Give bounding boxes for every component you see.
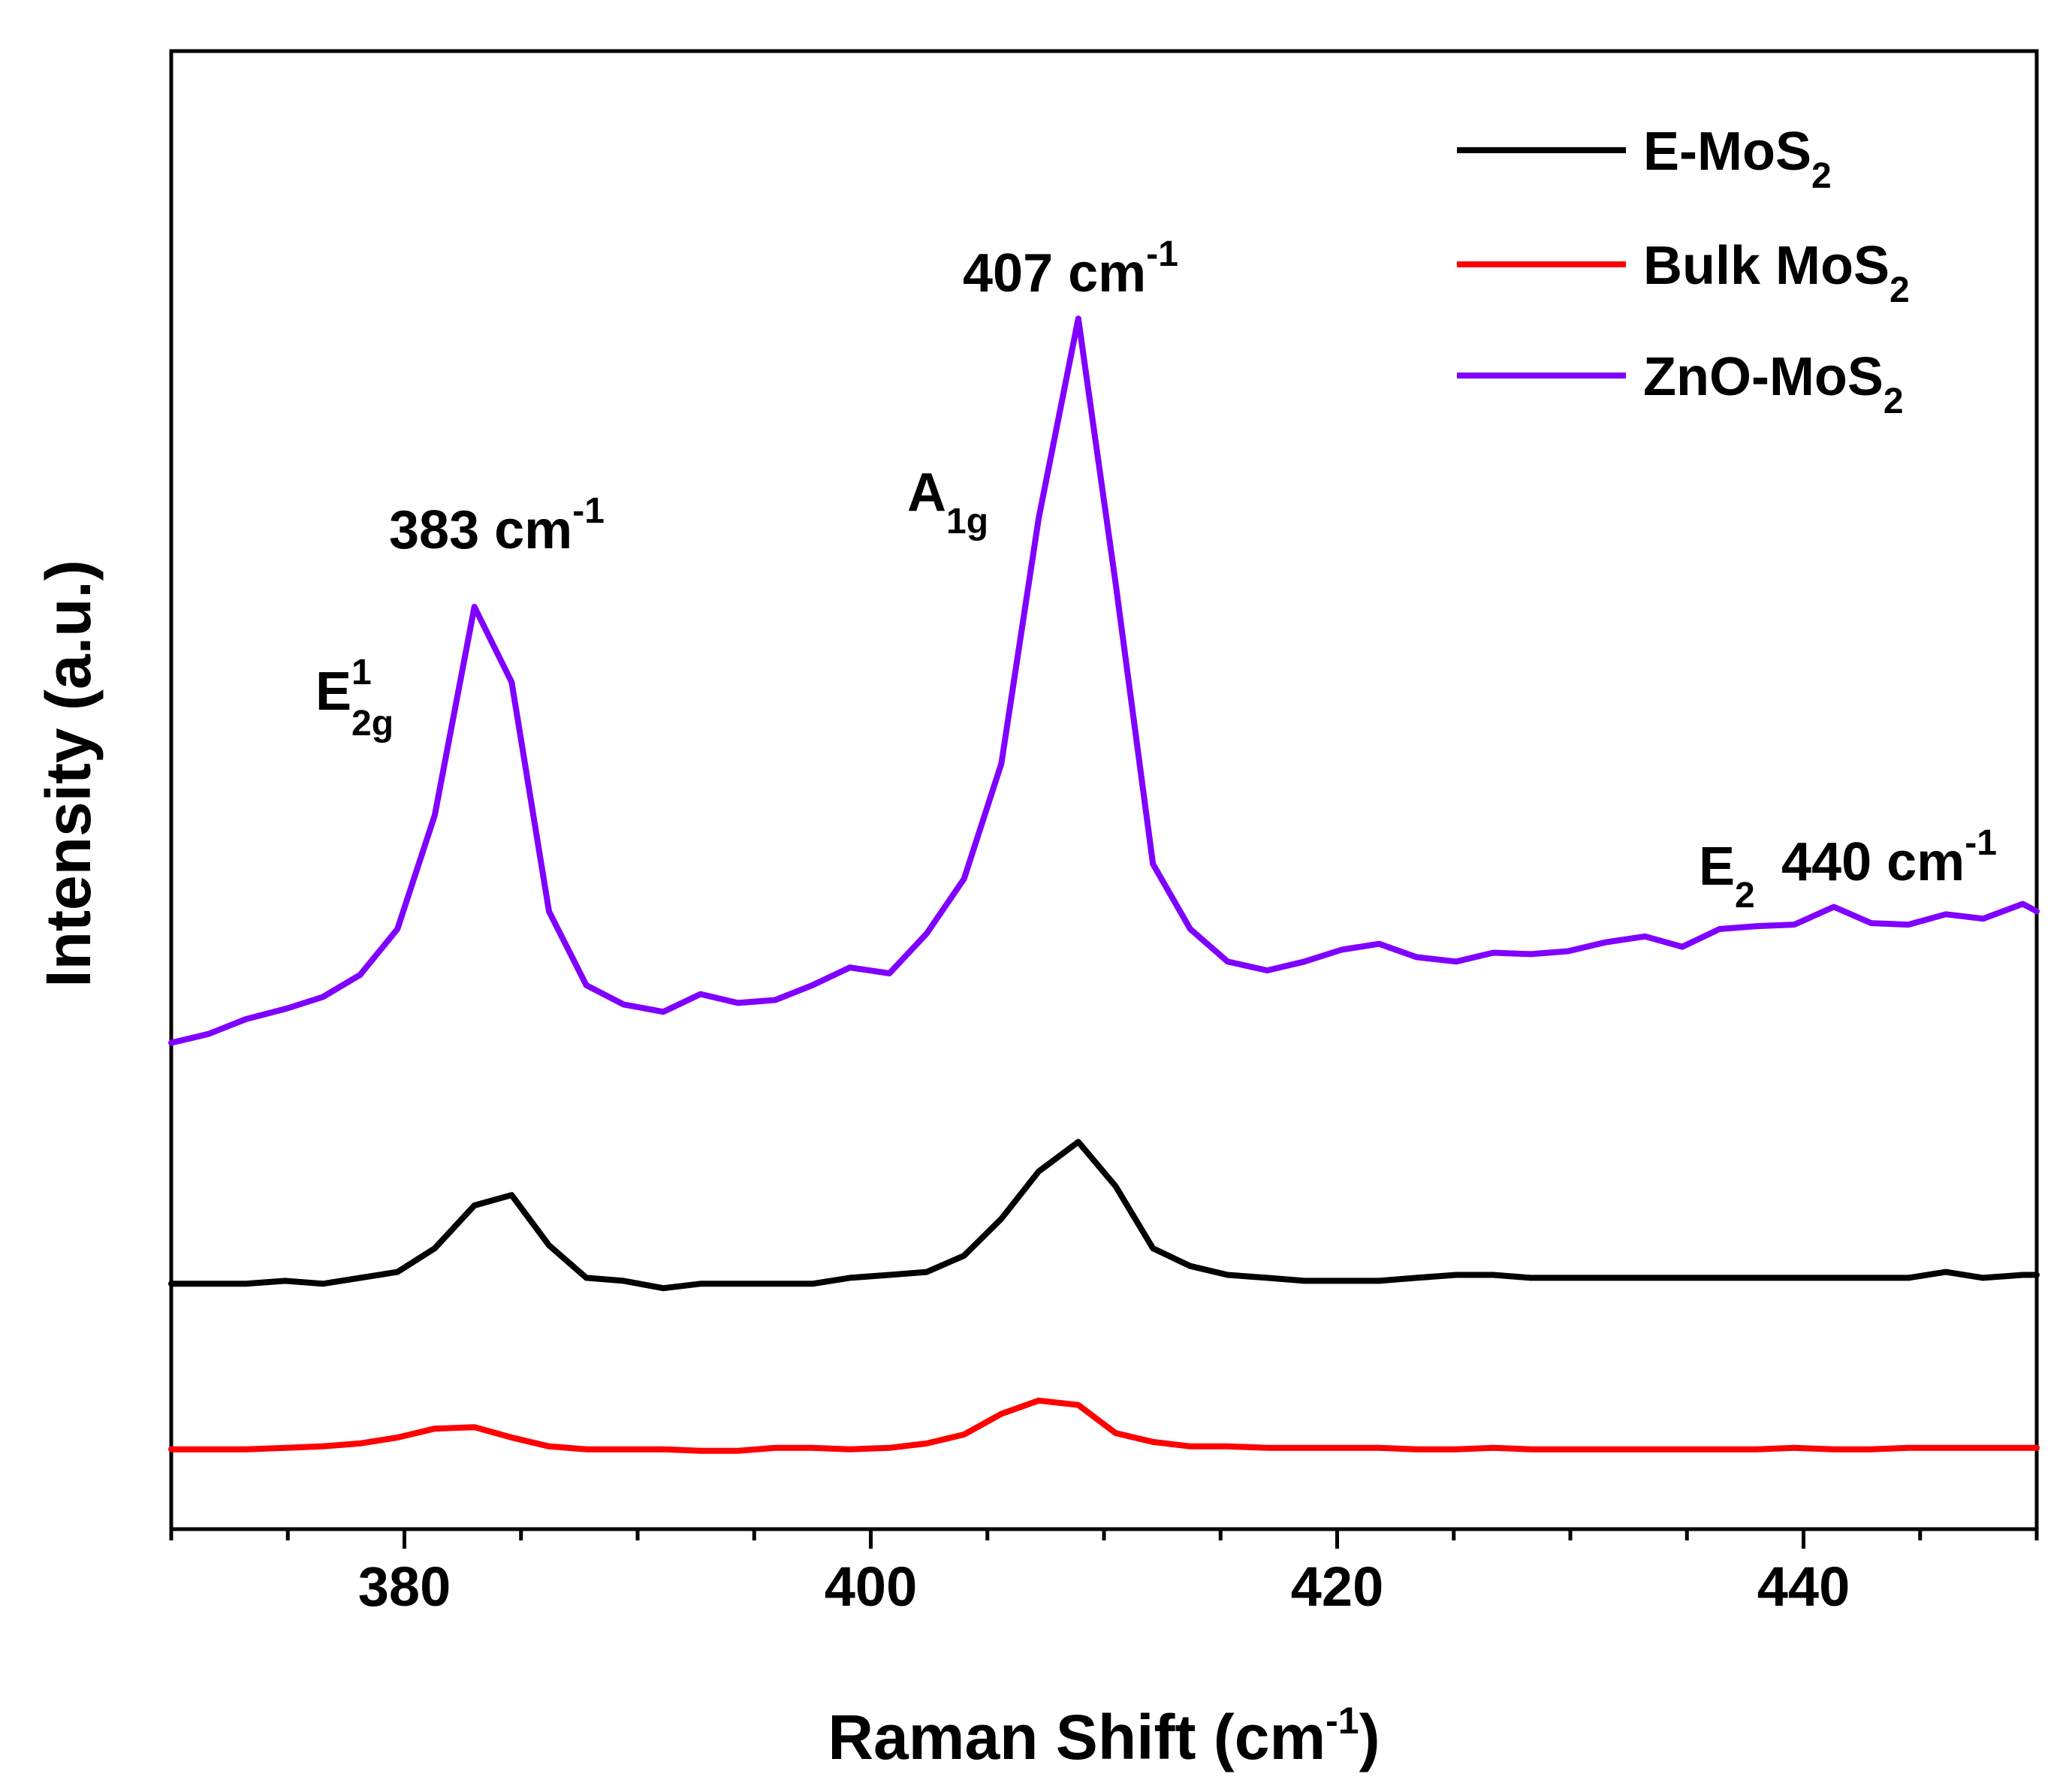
peak-label-p440: 440 cm-1 <box>1781 823 1997 892</box>
x-axis-title: Raman Shift (cm-1) <box>828 1700 1380 1772</box>
peak-label-p383: 383 cm-1 <box>389 491 605 560</box>
series-line-2 <box>168 315 2040 1046</box>
peak-label-e2: E2 <box>1699 837 1755 916</box>
annotations: E1 2g 383 cm-1 A1g 407 cm-1 E2 440 cm-1 <box>315 234 1997 916</box>
y-axis-title: Intensity (a.u.) <box>33 560 104 987</box>
x-tick-label: 400 <box>825 1555 917 1618</box>
legend-label-1: Bulk MoS2 <box>1643 236 1910 310</box>
peak-label-p407: 407 cm-1 <box>963 234 1178 303</box>
x-tick-label: 380 <box>358 1555 451 1618</box>
peak-label-a1g: A1g <box>907 463 988 542</box>
x-tick-label: 440 <box>1757 1555 1850 1618</box>
series-layer <box>168 315 2040 1454</box>
series-line-1 <box>168 1397 2040 1454</box>
peak-label-e2g: E1 2g <box>315 653 394 744</box>
series-line-0 <box>168 1139 2040 1292</box>
legend-label-0: E-MoS2 <box>1643 122 1832 196</box>
legend: E-MoS2 Bulk MoS2 ZnO-MoS2 <box>1457 122 1910 421</box>
x-axis: 380 400 420 440 <box>169 1529 2039 1618</box>
x-tick-label: 420 <box>1291 1555 1383 1618</box>
legend-label-2: ZnO-MoS2 <box>1643 347 1904 421</box>
